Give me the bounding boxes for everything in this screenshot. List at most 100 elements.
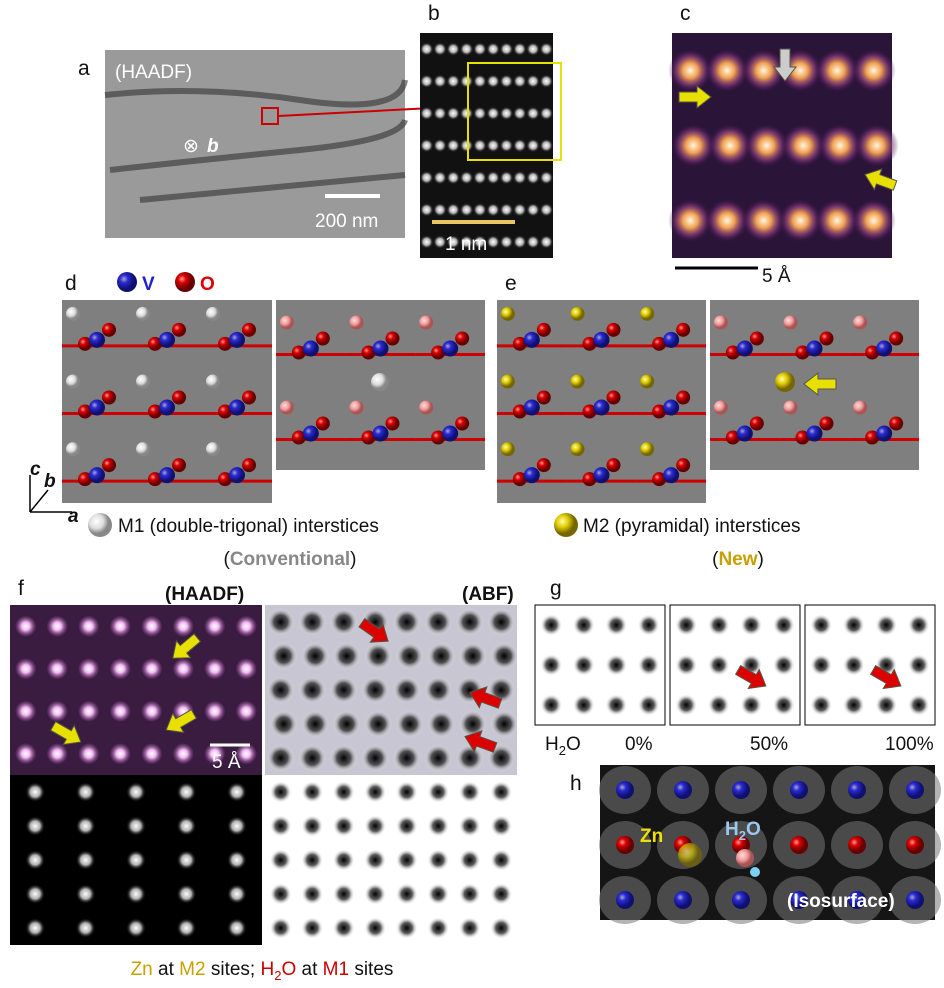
- atom-column: [226, 918, 247, 938]
- v-atom: [806, 340, 823, 357]
- atom-column: [108, 614, 133, 639]
- site-atom: [66, 442, 80, 457]
- atom-column: [675, 654, 698, 676]
- v-atom: [848, 781, 866, 799]
- atom-column: [675, 694, 698, 716]
- o-atom: [652, 472, 667, 487]
- atom-column: [539, 202, 554, 217]
- legend-label: O: [200, 274, 215, 295]
- atom-column: [108, 656, 133, 681]
- o-atom: [148, 472, 162, 487]
- sites-label: M1 (double-trigonal) interstices: [118, 516, 379, 537]
- atom-column: [424, 608, 453, 636]
- atom-column: [234, 699, 259, 724]
- atom-column: [459, 234, 474, 249]
- atom-column: [45, 699, 70, 724]
- panel-label: f: [18, 577, 24, 600]
- atom-column: [472, 202, 487, 217]
- atom-column: [432, 170, 447, 185]
- atom-column: [395, 849, 418, 871]
- atom-column: [419, 106, 434, 121]
- atom-column: [25, 918, 46, 938]
- o-atom: [102, 458, 116, 473]
- site-atom: [206, 442, 220, 457]
- scale-label: 1 nm: [445, 234, 487, 255]
- atom-column: [539, 74, 554, 89]
- v-atom: [302, 340, 319, 357]
- site-atom: [206, 374, 220, 389]
- atom-column: [432, 106, 447, 121]
- panel-label: a: [78, 57, 90, 80]
- atom-column: [472, 138, 487, 153]
- atom-column: [392, 744, 421, 772]
- arrow: [803, 371, 837, 397]
- arrow: [864, 168, 898, 191]
- atom-column: [572, 694, 595, 716]
- atom-column: [269, 781, 292, 803]
- atom-column: [705, 48, 749, 93]
- atom-column: [472, 74, 487, 89]
- scale-label: 5 Å: [762, 266, 791, 287]
- v-atom: [229, 467, 245, 484]
- atom-column: [499, 74, 514, 89]
- mode-label: (HAADF): [165, 584, 244, 605]
- atom-column: [13, 699, 38, 724]
- o-atom: [889, 416, 904, 431]
- atom-column: [364, 815, 387, 837]
- atom-column: [778, 198, 823, 243]
- atom-column: [458, 781, 481, 803]
- atom-column: [432, 74, 447, 89]
- arrow: [172, 633, 202, 659]
- atom-column: [458, 815, 481, 837]
- v-atom: [372, 425, 389, 442]
- atom-column: [781, 123, 826, 168]
- v-atom: [674, 891, 692, 909]
- atom-column: [395, 710, 424, 738]
- atom-column: [364, 710, 393, 738]
- zn-label: Zn: [640, 826, 663, 847]
- site-atom: [66, 306, 80, 321]
- atom-column: [526, 138, 541, 153]
- atom-column: [226, 816, 247, 836]
- atom-column: [459, 74, 474, 89]
- atom-column: [637, 654, 660, 676]
- atom-column: [329, 744, 358, 772]
- v-atom: [674, 781, 692, 799]
- atom-column: [424, 676, 453, 704]
- atom-column: [815, 198, 859, 243]
- o-atom: [536, 322, 551, 337]
- atom-column: [364, 642, 393, 670]
- atom-column: [25, 782, 46, 802]
- v-atom: [616, 781, 634, 799]
- atom-column: [108, 699, 133, 724]
- species-label: H2O: [545, 734, 581, 758]
- v-atom: [663, 331, 680, 348]
- arrow: [772, 48, 798, 82]
- atom-column: [458, 642, 487, 670]
- o-atom: [536, 458, 551, 473]
- site-atom: [419, 400, 434, 415]
- o-atom: [889, 331, 904, 346]
- atom-column: [269, 849, 292, 871]
- atom-column: [234, 741, 259, 766]
- site-atom: [853, 315, 868, 330]
- atom-column: [301, 781, 324, 803]
- v-atom: [89, 467, 105, 484]
- atom-column: [459, 170, 474, 185]
- v-atom: [159, 467, 175, 484]
- atom-column: [25, 884, 46, 904]
- atom-column: [75, 918, 96, 938]
- atom-column: [301, 710, 330, 738]
- arrow: [358, 618, 389, 643]
- atom-column: [810, 614, 833, 636]
- panel-label: e: [505, 272, 517, 295]
- atom-column: [512, 42, 527, 57]
- o-atom: [606, 390, 621, 405]
- atom-column: [486, 138, 501, 153]
- v-atom: [790, 891, 808, 909]
- m1-icon: [88, 513, 112, 537]
- o-atom: [172, 390, 186, 405]
- atom-column: [446, 138, 461, 153]
- note: (Conventional): [224, 549, 357, 570]
- atom-column: [455, 744, 484, 772]
